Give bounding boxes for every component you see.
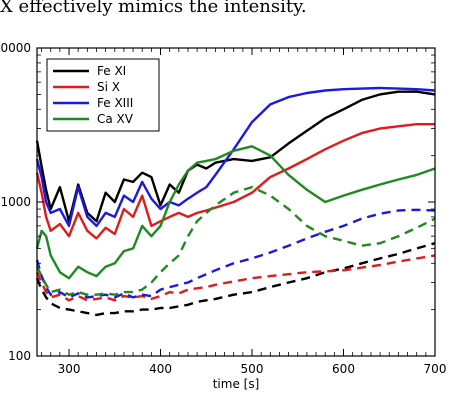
series-layer	[35, 86, 436, 317]
series-line-dashed-5	[35, 254, 436, 302]
series-line-dashed-4	[35, 242, 436, 317]
legend-label: Si X	[97, 80, 120, 94]
series-line-solid-2	[35, 86, 436, 228]
legend-label: Fe XI	[97, 64, 126, 78]
x-tick-label: 500	[241, 362, 264, 376]
caption-fragment: X effectively mimics the intensity.	[0, 0, 307, 17]
legend-label: Fe XIII	[97, 96, 133, 110]
x-tick-label: 400	[149, 362, 172, 376]
legend: Fe XI Si X Fe XIII Ca XV	[46, 58, 160, 132]
x-tick-label: 700	[424, 362, 447, 376]
series-line-solid-3	[35, 145, 436, 280]
y-tick-label: 100	[8, 349, 31, 363]
x-tick-label: 600	[332, 362, 355, 376]
legend-label: Ca XV	[97, 112, 134, 126]
series-line-dashed-6	[35, 208, 436, 299]
x-axis-label: time [s]	[213, 377, 260, 391]
series-line-dashed-7	[35, 185, 436, 296]
x-tick-label: 300	[58, 362, 81, 376]
y-tick-label: 1000	[0, 195, 31, 209]
series-line-solid-1	[35, 122, 435, 240]
